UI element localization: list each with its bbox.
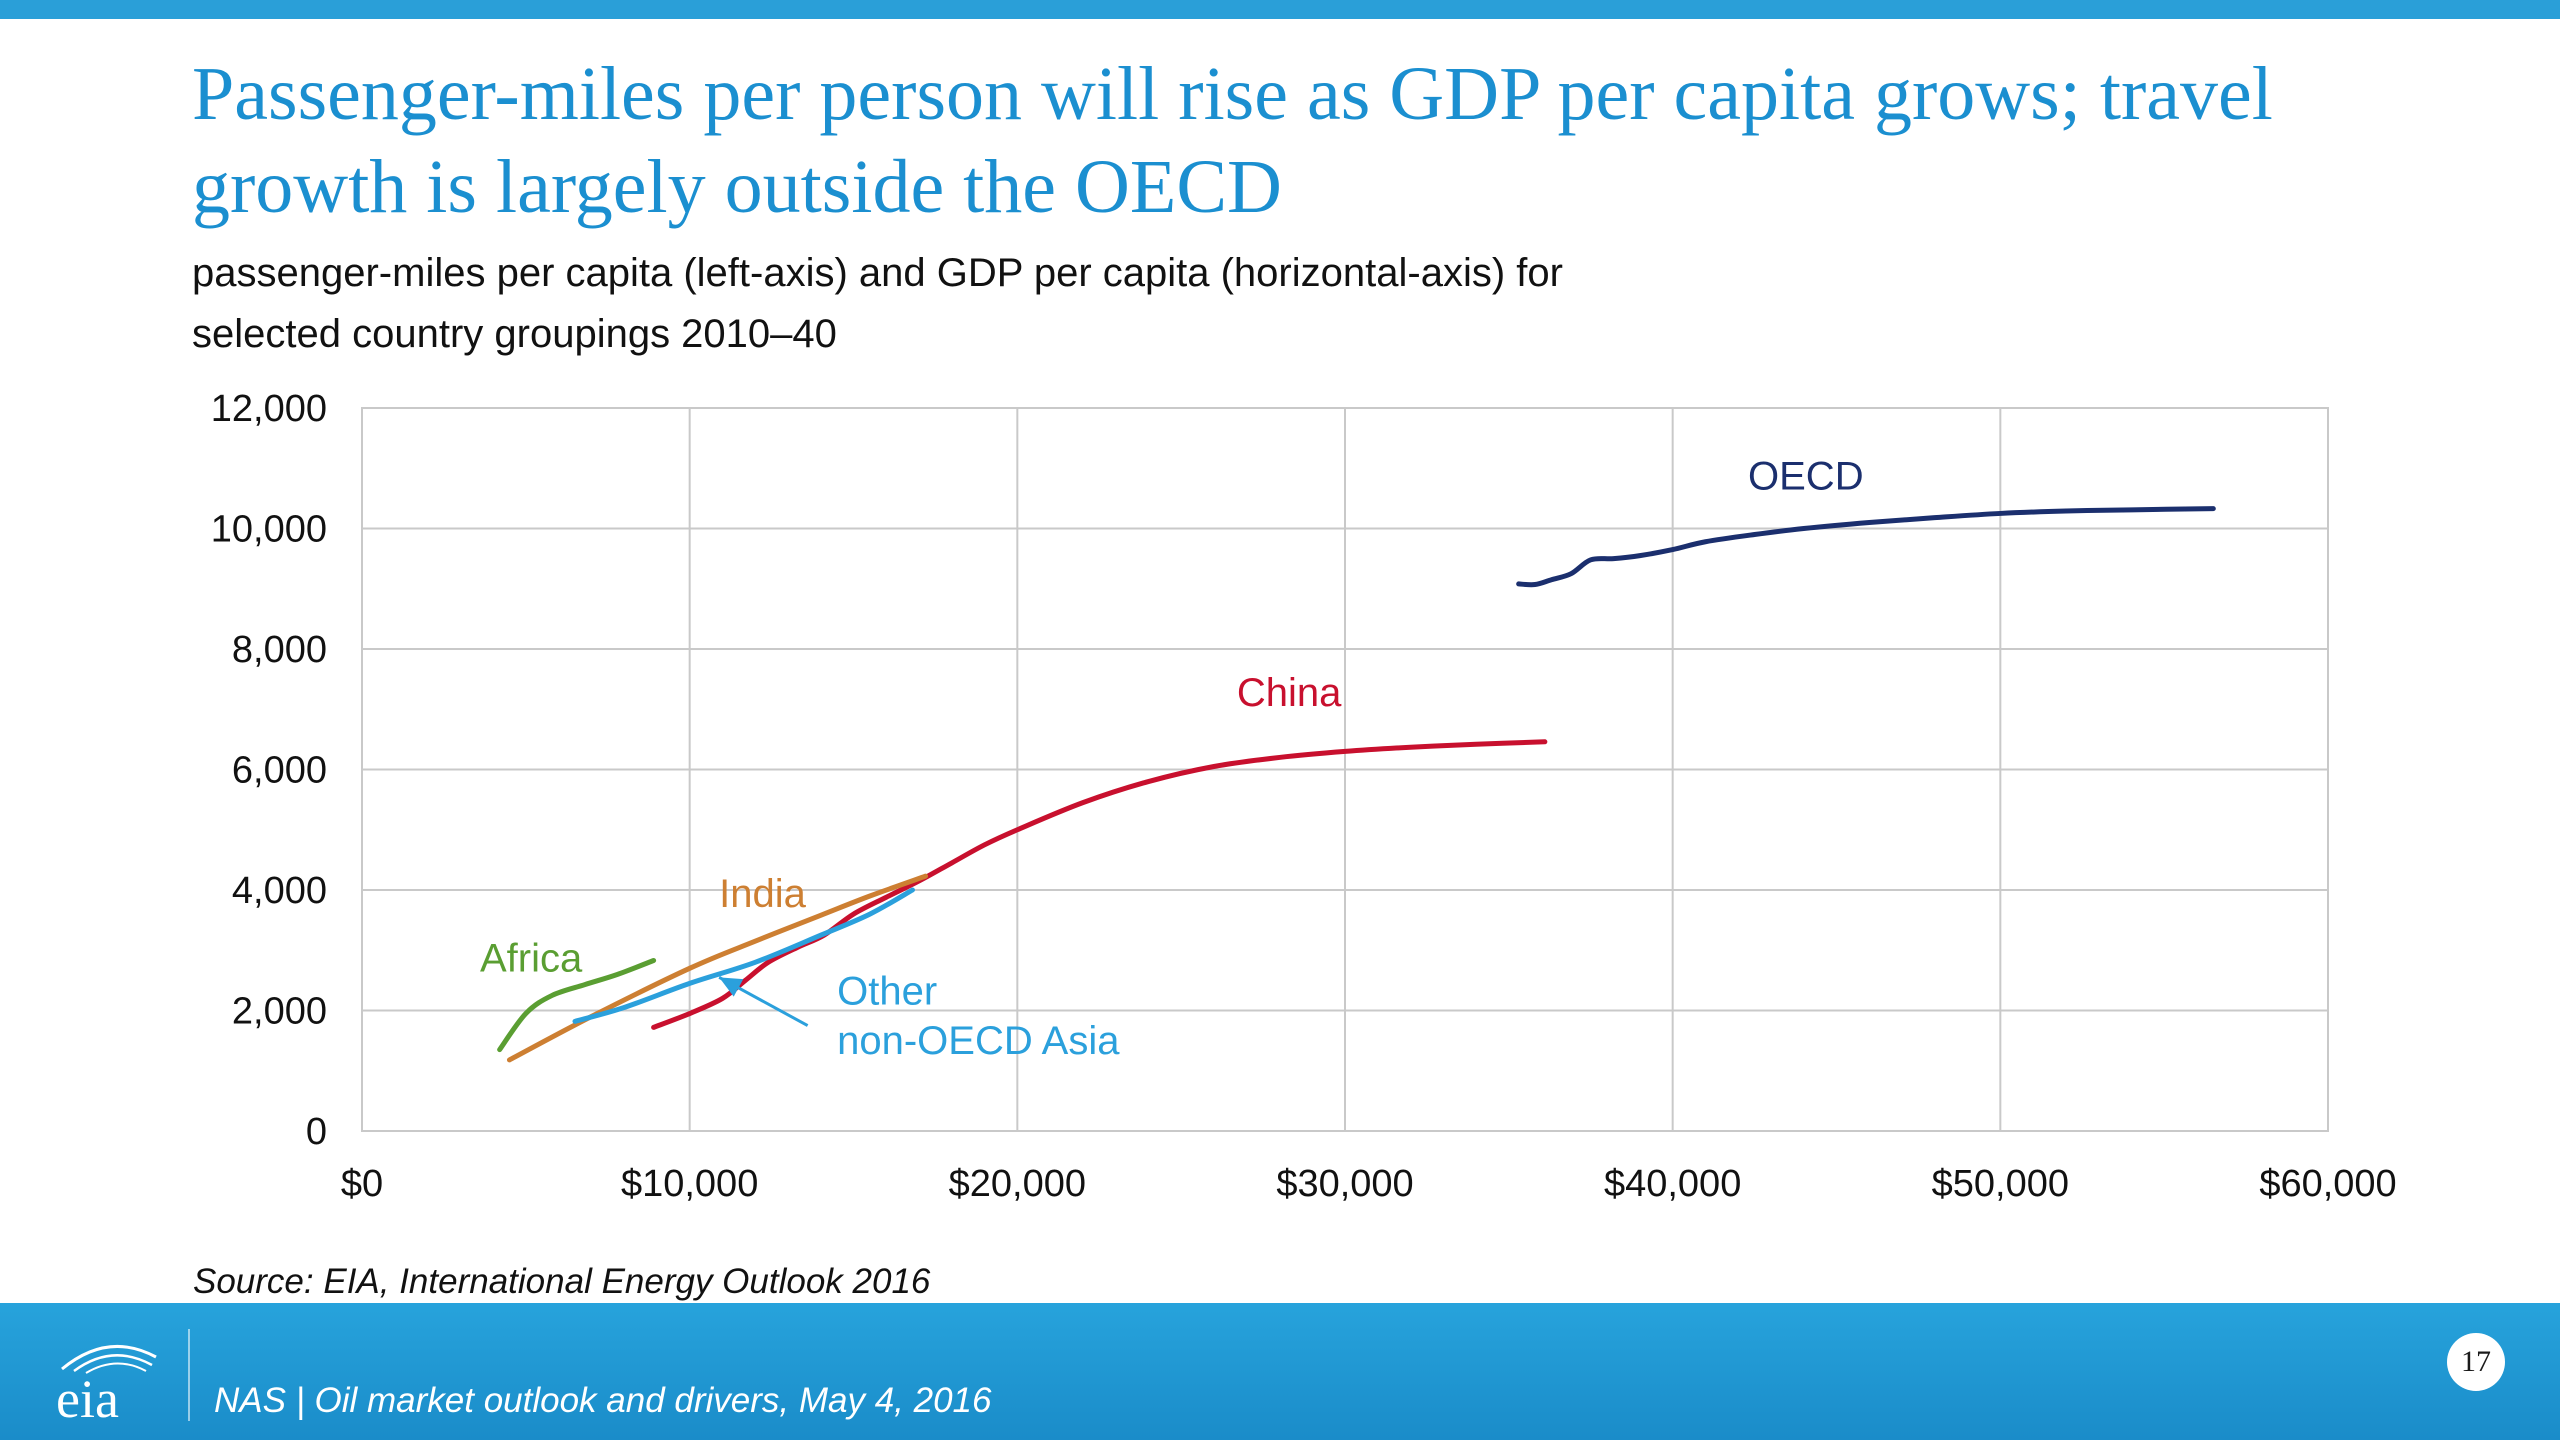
series-line-africa [497,957,657,1053]
y-tick-label: 6,000 [232,750,327,792]
y-tick-label: 4,000 [232,870,327,912]
chart-subtitle: passenger-miles per capita (left-axis) a… [192,243,1772,365]
footer-divider [188,1329,190,1421]
series-lines [497,506,2216,1063]
series-label: non-OECD Asia [837,1019,1120,1063]
y-tick-label: 0 [306,1111,327,1153]
series-label: OECD [1748,454,1864,498]
grid-lines [361,407,2329,1132]
annotations: OECD China India Africa Other non-OECD Asia [480,454,1864,1063]
x-tick-label: $50,000 [1932,1163,2069,1205]
y-tick-label: 10,000 [211,509,327,551]
x-tick-label: $20,000 [949,1163,1086,1205]
series-label: India [719,872,806,916]
subtitle-line-1: passenger-miles per capita (left-axis) a… [192,251,1563,295]
label-pointer-arrowhead [719,977,744,997]
slide-title: Passenger-miles per person will rise as … [192,52,2273,229]
eia-logo-icon: eia [56,1345,157,1427]
footer-bar: eia NAS | Oil market outlook and drivers… [0,1303,2560,1440]
y-tick-label: 2,000 [232,991,327,1033]
logo-text: eia [56,1369,119,1427]
series-line-china [651,739,1548,1030]
y-tick-label: 12,000 [211,388,327,430]
subtitle-line-2: selected country groupings 2010–40 [192,312,837,356]
x-tick-label: $10,000 [621,1163,758,1205]
series-label: Africa [480,936,583,980]
series-line-other-non-oecd-asia [572,887,915,1024]
x-tick-label: $30,000 [1276,1163,1413,1205]
x-tick-label: $40,000 [1604,1163,1741,1205]
series-label: Other [837,969,937,1013]
y-tick-label: 8,000 [232,629,327,671]
series-label: China [1237,671,1342,715]
axes: 0 2,000 4,000 6,000 8,000 10,000 12,000 $0 $10,0… [211,388,2397,1205]
x-tick-label: $0 [341,1163,383,1205]
chart-source: Source: EIA, International Energy Outloo… [193,1262,931,1301]
series-line-oecd [1516,506,2216,588]
x-tick-label: $60,000 [2259,1163,2396,1205]
footer-text: NAS | Oil market outlook and drivers, Ma… [214,1381,992,1420]
top-accent-bar [0,0,2560,19]
page-number: 17 [2447,1333,2505,1391]
